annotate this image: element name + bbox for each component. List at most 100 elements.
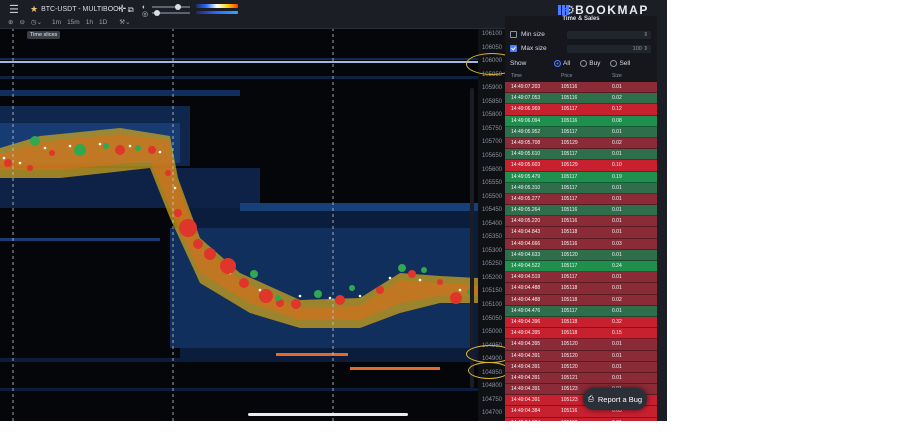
filter-sell[interactable]: Sell: [610, 60, 630, 67]
filter-all[interactable]: All: [554, 60, 570, 67]
table-row[interactable]: 14:49:05.603 105129 0.10: [505, 160, 657, 172]
zoom-out-icon[interactable]: ⊖: [19, 19, 25, 26]
table-row[interactable]: 14:49:04.519 105117 0.01: [505, 272, 657, 284]
table-row[interactable]: 14:49:04.395 105120 0.01: [505, 339, 657, 351]
table-row[interactable]: 14:49:05.610 105117 0.01: [505, 149, 657, 161]
trade-size: 0.01: [612, 195, 622, 202]
trade-size: 0.01: [612, 285, 622, 292]
filter-label: Show: [510, 60, 527, 68]
trade-size: 0.01: [612, 374, 622, 381]
radio-buy[interactable]: [580, 60, 588, 67]
trades-table[interactable]: 14:49:07.203 105116 0.01 14:49:07.053 105116…: [505, 82, 657, 421]
range-1h[interactable]: 1h: [85, 18, 93, 26]
price-tick: 104800: [481, 383, 502, 390]
contrast-icon[interactable]: ◐: [142, 4, 147, 11]
star-icon[interactable]: ★: [30, 4, 39, 14]
contrast-slider[interactable]: [152, 4, 190, 10]
trade-time: 14:49:04.519: [511, 274, 541, 281]
price-tick: 105700: [481, 139, 502, 146]
report-bug-button[interactable]: ⎙ Report a Bug: [583, 388, 647, 410]
table-row[interactable]: 14:49:04.384 105116 0.65: [505, 406, 657, 418]
table-row[interactable]: 14:49:05.310 105117 0.01: [505, 182, 657, 194]
instrument-selector[interactable]: ★ BTC-USDT - MULTIBOOK ⌄: [30, 4, 132, 15]
trade-price: 105129: [561, 139, 578, 146]
range-1m[interactable]: 1m: [52, 18, 62, 26]
table-row[interactable]: 14:49:04.633 105120 0.01: [505, 249, 657, 261]
trade-price: 105117: [561, 307, 578, 314]
table-row[interactable]: 14:49:04.476 105117 0.01: [505, 305, 657, 317]
table-row[interactable]: 14:49:05.220 105116 0.01: [505, 216, 657, 228]
trade-time: 14:49:04.396: [511, 318, 541, 325]
trade-time: 14:49:04.476: [511, 307, 541, 314]
max-size-control[interactable]: Max size: [510, 45, 547, 52]
trade-price: 105116: [561, 95, 578, 102]
max-size-checkbox[interactable]: [510, 45, 517, 52]
table-row[interactable]: 14:49:04.488 105118 0.01: [505, 283, 657, 295]
radio-sell[interactable]: [610, 60, 618, 67]
table-row[interactable]: 14:49:05.277 105117 0.01: [505, 193, 657, 206]
trade-time: 14:49:04.843: [511, 229, 541, 236]
table-row[interactable]: 14:49:05.479 105117 0.19: [505, 171, 657, 183]
col-price[interactable]: Price: [561, 73, 573, 79]
trade-size: 0.03: [612, 240, 622, 247]
table-row[interactable]: 14:49:04.396 105118 0.32: [505, 316, 657, 329]
radio-all[interactable]: [554, 60, 561, 67]
filter-buy-label: Buy: [589, 60, 601, 68]
table-row[interactable]: 14:49:04.666 105116 0.03: [505, 238, 657, 250]
range-1d[interactable]: 1D: [98, 18, 108, 26]
trade-size: 0.19: [612, 173, 622, 180]
brightness-slider[interactable]: [152, 10, 190, 16]
table-row[interactable]: 14:49:04.391 105121 0.01: [505, 372, 657, 385]
table-row[interactable]: 14:49:04.488 105118 0.02: [505, 294, 657, 306]
table-row[interactable]: 14:49:05.952 105117 0.01: [505, 126, 657, 138]
trade-price: 105117: [561, 106, 578, 113]
table-row[interactable]: 14:49:04.522 105117 0.24: [505, 261, 657, 273]
table-row[interactable]: 14:49:04.384 105118 0.01: [505, 417, 657, 421]
min-size-control[interactable]: Min size: [510, 31, 545, 38]
price-tick: 105600: [481, 166, 502, 173]
table-row[interactable]: 14:49:05.264 105116 0.01: [505, 205, 657, 217]
tools-icon[interactable]: ⚒⌄: [119, 19, 131, 26]
max-size-field[interactable]: 100 ⇕: [567, 45, 651, 53]
trade-price: 105120: [561, 352, 578, 359]
trade-price: 105118: [561, 296, 578, 303]
min-size-field[interactable]: ⇕: [567, 31, 651, 39]
col-time[interactable]: Time: [511, 73, 522, 79]
volume-color-scale[interactable]: [196, 11, 238, 14]
trade-price: 105120: [561, 363, 578, 370]
table-row[interactable]: 14:49:04.391 105120 0.01: [505, 350, 657, 362]
clock-icon[interactable]: ◷⌄: [30, 19, 43, 26]
brightness-icon[interactable]: ◎: [142, 11, 149, 18]
filter-buy[interactable]: Buy: [580, 60, 600, 67]
trade-size: 0.12: [612, 106, 622, 113]
trade-price: 105118: [561, 318, 578, 325]
table-header: Time Price Size: [505, 73, 657, 82]
gear-icon[interactable]: ⚙: [564, 3, 575, 17]
price-tick: 105000: [481, 329, 502, 336]
range-15m[interactable]: 15m: [67, 18, 80, 26]
crosshair-icon[interactable]: ✛: [118, 4, 127, 15]
table-row[interactable]: 14:49:05.708 105129 0.02: [505, 137, 657, 150]
panel-scrollbar[interactable]: [657, 16, 667, 421]
menu-icon[interactable]: ☰: [9, 4, 19, 16]
table-row[interactable]: 14:49:06.969 105117 0.12: [505, 104, 657, 116]
min-size-checkbox[interactable]: [510, 31, 517, 38]
heatmap-color-scale[interactable]: [196, 4, 238, 8]
trade-size: 0.01: [612, 151, 622, 158]
trade-time: 14:49:04.488: [511, 296, 541, 303]
trade-price: 105116: [561, 84, 578, 90]
heatmap-chart[interactable]: [0, 28, 478, 421]
price-tick: 105350: [481, 234, 502, 241]
layers-icon[interactable]: ⧉: [128, 5, 134, 14]
trade-size: 0.02: [612, 139, 622, 146]
trade-size: 0.01: [612, 363, 622, 370]
table-row[interactable]: 14:49:07.203 105116 0.01: [505, 82, 657, 94]
col-size[interactable]: Size: [612, 73, 622, 79]
zoom-in-icon[interactable]: ⊕: [8, 19, 14, 26]
table-row[interactable]: 14:49:04.395 105118 0.15: [505, 328, 657, 340]
trade-price: 105117: [561, 173, 578, 180]
table-row[interactable]: 14:49:07.053 105116 0.02: [505, 93, 657, 105]
table-row[interactable]: 14:49:04.391 105120 0.01: [505, 361, 657, 373]
table-row[interactable]: 14:49:06.094 105116 0.08: [505, 115, 657, 127]
table-row[interactable]: 14:49:04.843 105118 0.01: [505, 227, 657, 239]
